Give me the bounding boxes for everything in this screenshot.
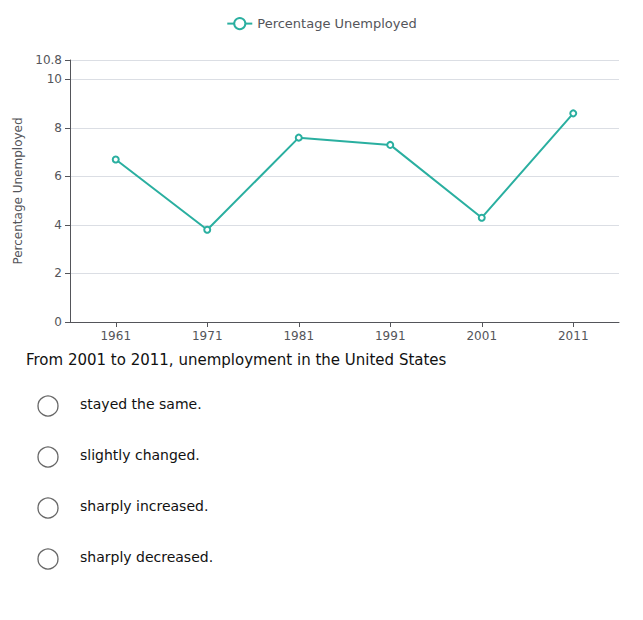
svg-text:8: 8 <box>54 121 62 135</box>
svg-text:sharply decreased.: sharply decreased. <box>80 549 213 565</box>
svg-text:Percentage Unemployed: Percentage Unemployed <box>11 117 25 264</box>
svg-text:0: 0 <box>54 315 62 329</box>
svg-text:1991: 1991 <box>375 329 406 343</box>
svg-text:stayed the same.: stayed the same. <box>80 396 202 412</box>
svg-text:1981: 1981 <box>283 329 314 343</box>
svg-text:slightly changed.: slightly changed. <box>80 447 200 463</box>
svg-text:2001: 2001 <box>466 329 497 343</box>
svg-text:4: 4 <box>54 218 62 232</box>
svg-text:sharply increased.: sharply increased. <box>80 498 208 514</box>
svg-text:6: 6 <box>54 169 62 183</box>
svg-text:2011: 2011 <box>558 329 589 343</box>
svg-text:2: 2 <box>54 266 62 280</box>
svg-text:10.8: 10.8 <box>35 53 62 67</box>
svg-text:1961: 1961 <box>100 329 131 343</box>
svg-text:Percentage Unemployed: Percentage Unemployed <box>257 16 416 31</box>
svg-text:From 2001 to 2011, unemploymen: From 2001 to 2011, unemployment in the U… <box>26 351 447 369</box>
svg-text:1971: 1971 <box>192 329 223 343</box>
svg-text:10: 10 <box>47 72 62 86</box>
